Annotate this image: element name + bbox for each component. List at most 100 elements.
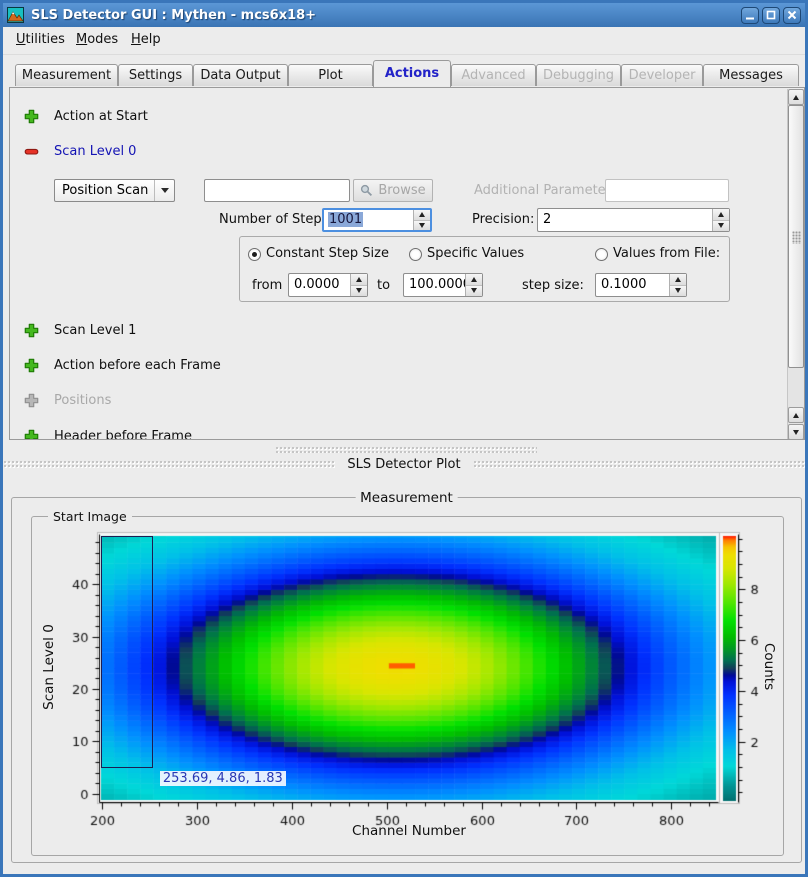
- actions-panel: Action at Start Scan Level 0 Position Sc…: [9, 87, 805, 440]
- step-mode-groupbox: Constant Step Size Specific Values Value…: [239, 236, 730, 302]
- to-label: to: [377, 278, 390, 293]
- scan-level-0-label: Scan Level 0: [54, 144, 136, 159]
- tab-debugging: Debugging: [536, 64, 621, 86]
- menu-utilities[interactable]: Utilities: [16, 32, 65, 47]
- window: SLS Detector GUI : Mythen - mcs6x18+ Uti…: [0, 0, 808, 877]
- plus-icon: [24, 429, 39, 441]
- tab-advanced: Advanced: [451, 64, 536, 86]
- combo-arrow[interactable]: [154, 180, 174, 201]
- radio-values-from-file-label: Values from File:: [613, 246, 720, 261]
- from-spinbox[interactable]: 0.0000: [288, 273, 368, 297]
- scrollbar-thumb[interactable]: [788, 105, 804, 368]
- tab-settings[interactable]: Settings: [118, 64, 193, 86]
- zoom-selection-rect: [101, 536, 153, 768]
- menu-modes[interactable]: Modes: [76, 32, 118, 47]
- action-at-start-row[interactable]: Action at Start: [24, 108, 148, 124]
- spin-up-button[interactable]: [351, 274, 367, 286]
- tab-messages[interactable]: Messages: [703, 64, 799, 86]
- to-value: 100.0000: [409, 277, 471, 292]
- spin-down-button[interactable]: [713, 221, 729, 232]
- window-title: SLS Detector GUI : Mythen - mcs6x18+: [31, 8, 316, 23]
- radio-specific-values-label: Specific Values: [427, 246, 524, 261]
- triangle-down-icon: [356, 288, 362, 293]
- triangle-down-icon: [793, 430, 799, 435]
- menu-help[interactable]: Help: [131, 32, 161, 47]
- spinner-buttons: [350, 274, 367, 296]
- y-axis-title: Scan Level 0: [41, 602, 57, 732]
- spin-down-button[interactable]: [351, 286, 367, 297]
- splitter-handle[interactable]: [275, 446, 537, 453]
- spin-up-button[interactable]: [466, 274, 482, 286]
- minus-icon: [24, 144, 39, 159]
- precision-label: Precision:: [472, 212, 534, 227]
- tab-plot[interactable]: Plot: [288, 64, 373, 86]
- spin-up-button[interactable]: [670, 274, 686, 286]
- plus-icon-disabled: [24, 393, 39, 408]
- browse-button: Browse: [353, 179, 433, 202]
- step-size-spinbox[interactable]: 0.1000: [595, 273, 687, 297]
- script-file-input[interactable]: [204, 179, 350, 202]
- scrollbar-grip: [792, 231, 801, 244]
- action-before-each-frame-label: Action before each Frame: [54, 358, 221, 373]
- radio-constant-step-size[interactable]: [248, 248, 261, 261]
- steps-value: 1001: [328, 212, 363, 227]
- radio-specific-values[interactable]: [409, 248, 422, 261]
- triangle-down-icon: [471, 288, 477, 293]
- window-buttons: [741, 7, 801, 24]
- tab-developer: Developer: [621, 64, 703, 86]
- precision-spinbox[interactable]: 2: [537, 208, 730, 232]
- precision-value: 2: [543, 212, 551, 227]
- scan-level-1-row[interactable]: Scan Level 1: [24, 322, 136, 338]
- browse-label: Browse: [378, 183, 425, 198]
- plus-icon: [24, 323, 39, 338]
- scan-mode-combobox[interactable]: Position Scan: [54, 179, 175, 202]
- spinner-buttons: [669, 274, 686, 296]
- scroll-down-button[interactable]: [788, 424, 804, 440]
- header-before-frame-row[interactable]: Header before Frame: [24, 428, 192, 440]
- spin-down-button[interactable]: [670, 286, 686, 297]
- tab-data-output[interactable]: Data Output: [193, 64, 288, 86]
- triangle-down-icon: [718, 223, 724, 228]
- plus-icon: [24, 109, 39, 124]
- triangle-down-icon: [675, 288, 681, 293]
- triangle-up-icon: [793, 95, 799, 100]
- close-button[interactable]: [783, 7, 801, 24]
- steps-spinbox[interactable]: 1001: [322, 208, 432, 232]
- tab-measurement[interactable]: Measurement: [15, 64, 118, 86]
- triangle-up-icon: [419, 212, 425, 217]
- triangle-up-icon: [471, 277, 477, 282]
- additional-parameter-input[interactable]: [605, 179, 729, 202]
- radio-values-from-file[interactable]: [595, 248, 608, 261]
- plus-icon: [24, 358, 39, 373]
- window-titlebar[interactable]: SLS Detector GUI : Mythen - mcs6x18+: [3, 3, 805, 27]
- magnifier-icon: [360, 184, 373, 197]
- additional-parameter-label: Additional Parameter:: [474, 183, 615, 198]
- vertical-scrollbar[interactable]: [787, 89, 804, 440]
- tab-actions[interactable]: Actions: [373, 60, 451, 87]
- maximize-button[interactable]: [762, 7, 780, 24]
- dock-title: SLS Detector Plot: [335, 457, 472, 472]
- cursor-tooltip: 253.69, 4.86, 1.83: [160, 771, 286, 786]
- steps-label: Number of Steps:: [219, 212, 333, 227]
- spin-up-button[interactable]: [414, 210, 430, 221]
- scroll-up-button-bottom[interactable]: [788, 407, 804, 423]
- colorbar-title: Counts: [761, 597, 777, 737]
- triangle-up-icon: [356, 277, 362, 282]
- scan-level-0-row[interactable]: Scan Level 0: [24, 143, 136, 159]
- from-label: from: [252, 278, 282, 293]
- dock-handle-left: [3, 460, 335, 469]
- spin-up-button[interactable]: [713, 209, 729, 221]
- dock-titlebar[interactable]: SLS Detector Plot: [3, 456, 805, 472]
- spin-down-button[interactable]: [466, 286, 482, 297]
- dock-handle-right: [473, 460, 805, 469]
- step-size-label: step size:: [522, 278, 584, 293]
- to-spinbox[interactable]: 100.0000: [403, 273, 483, 297]
- action-before-each-frame-row[interactable]: Action before each Frame: [24, 357, 221, 373]
- step-size-value: 0.1000: [601, 277, 647, 292]
- scroll-up-button[interactable]: [788, 89, 804, 105]
- action-at-start-label: Action at Start: [54, 109, 148, 124]
- triangle-up-icon: [718, 212, 724, 217]
- chevron-down-icon: [161, 188, 169, 193]
- spin-down-button[interactable]: [414, 221, 430, 231]
- minimize-button[interactable]: [741, 7, 759, 24]
